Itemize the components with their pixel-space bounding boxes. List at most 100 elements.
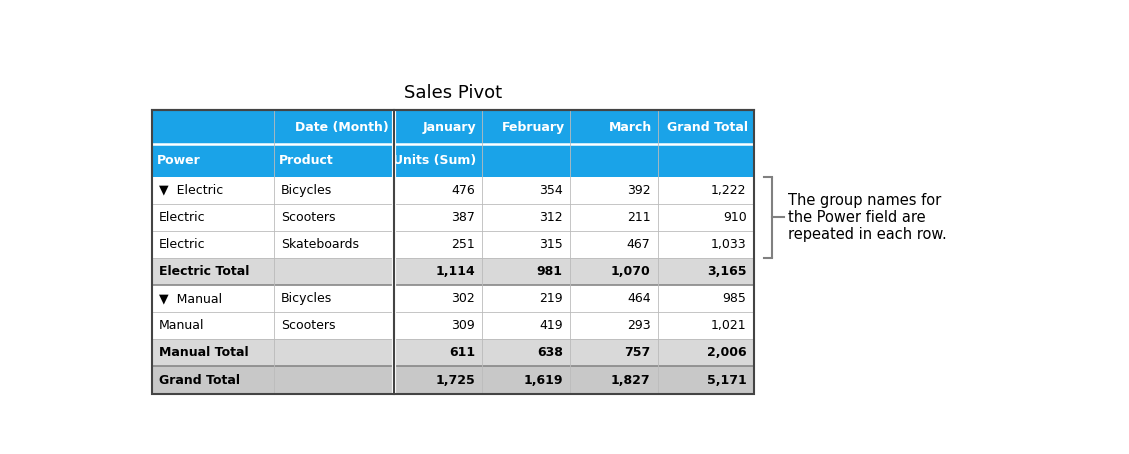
Bar bbox=[151, 285, 273, 312]
Bar bbox=[570, 312, 657, 340]
Bar bbox=[482, 177, 570, 204]
Bar bbox=[273, 366, 394, 394]
Bar bbox=[482, 143, 570, 177]
Text: Date (Month): Date (Month) bbox=[295, 120, 388, 133]
Bar bbox=[570, 366, 657, 394]
Bar bbox=[151, 110, 754, 394]
Text: 302: 302 bbox=[452, 292, 475, 305]
Bar bbox=[482, 204, 570, 231]
Text: Scooters: Scooters bbox=[281, 319, 335, 332]
Bar bbox=[570, 143, 657, 177]
Text: Power: Power bbox=[157, 154, 201, 167]
Bar bbox=[273, 231, 394, 258]
Bar bbox=[394, 285, 482, 312]
Bar bbox=[570, 110, 657, 143]
Text: Product: Product bbox=[279, 154, 334, 167]
Bar bbox=[273, 258, 394, 285]
Text: Grand Total: Grand Total bbox=[158, 374, 239, 386]
Text: Grand Total: Grand Total bbox=[667, 120, 749, 133]
Text: Skateboards: Skateboards bbox=[281, 238, 359, 251]
Bar bbox=[151, 340, 273, 366]
Text: February: February bbox=[501, 120, 564, 133]
Text: Electric: Electric bbox=[158, 238, 205, 251]
Bar bbox=[273, 143, 394, 177]
Bar bbox=[273, 285, 394, 312]
Bar bbox=[657, 110, 754, 143]
Text: 1,619: 1,619 bbox=[523, 374, 562, 386]
Bar bbox=[570, 177, 657, 204]
Text: 981: 981 bbox=[536, 265, 562, 278]
Bar bbox=[657, 366, 754, 394]
Text: 611: 611 bbox=[448, 346, 475, 360]
Text: 1,070: 1,070 bbox=[611, 265, 650, 278]
Text: January: January bbox=[423, 120, 476, 133]
Bar bbox=[657, 143, 754, 177]
Bar bbox=[482, 285, 570, 312]
Text: 315: 315 bbox=[539, 238, 562, 251]
Text: 638: 638 bbox=[537, 346, 562, 360]
Bar bbox=[657, 340, 754, 366]
Bar bbox=[273, 204, 394, 231]
Bar bbox=[482, 340, 570, 366]
Text: 211: 211 bbox=[627, 211, 650, 224]
Text: 467: 467 bbox=[627, 238, 650, 251]
Bar bbox=[151, 177, 273, 204]
Bar bbox=[151, 258, 273, 285]
Text: Electric: Electric bbox=[158, 211, 205, 224]
Bar bbox=[394, 204, 482, 231]
Bar bbox=[394, 258, 482, 285]
Text: 464: 464 bbox=[627, 292, 650, 305]
Bar bbox=[394, 366, 482, 394]
Text: 1,827: 1,827 bbox=[611, 374, 650, 386]
Text: 910: 910 bbox=[723, 211, 746, 224]
Text: 1,222: 1,222 bbox=[711, 184, 746, 197]
Bar bbox=[394, 110, 482, 143]
Bar bbox=[657, 177, 754, 204]
Bar bbox=[657, 285, 754, 312]
Bar bbox=[657, 204, 754, 231]
Bar bbox=[151, 204, 273, 231]
Bar bbox=[482, 366, 570, 394]
Text: 387: 387 bbox=[450, 211, 475, 224]
Text: 1,033: 1,033 bbox=[711, 238, 746, 251]
Bar bbox=[482, 110, 570, 143]
Bar bbox=[394, 231, 482, 258]
Text: Manual Total: Manual Total bbox=[158, 346, 248, 360]
Text: Bicycles: Bicycles bbox=[281, 184, 332, 197]
Text: 219: 219 bbox=[540, 292, 562, 305]
Bar bbox=[570, 258, 657, 285]
Text: Scooters: Scooters bbox=[281, 211, 335, 224]
Text: Bicycles: Bicycles bbox=[281, 292, 332, 305]
Text: ▼  Electric: ▼ Electric bbox=[158, 184, 222, 197]
Bar bbox=[273, 177, 394, 204]
Bar bbox=[273, 340, 394, 366]
Text: Manual: Manual bbox=[158, 319, 204, 332]
Text: 354: 354 bbox=[539, 184, 562, 197]
Text: 2,006: 2,006 bbox=[707, 346, 746, 360]
Bar bbox=[657, 258, 754, 285]
Bar bbox=[273, 110, 394, 143]
Bar bbox=[394, 143, 482, 177]
Text: 392: 392 bbox=[627, 184, 650, 197]
Text: 1,021: 1,021 bbox=[711, 319, 746, 332]
Bar bbox=[394, 177, 482, 204]
Text: 757: 757 bbox=[624, 346, 650, 360]
Text: 251: 251 bbox=[452, 238, 475, 251]
Text: 1,114: 1,114 bbox=[435, 265, 475, 278]
Bar bbox=[394, 340, 482, 366]
Text: The group names for
the Power field are
repeated in each row.: The group names for the Power field are … bbox=[788, 192, 946, 242]
Text: Sales Pivot: Sales Pivot bbox=[403, 84, 501, 102]
Text: 1,725: 1,725 bbox=[435, 374, 475, 386]
Bar bbox=[657, 312, 754, 340]
Bar bbox=[570, 340, 657, 366]
Bar bbox=[394, 312, 482, 340]
Bar bbox=[570, 204, 657, 231]
Text: 3,165: 3,165 bbox=[707, 265, 746, 278]
Text: 476: 476 bbox=[452, 184, 475, 197]
Text: March: March bbox=[610, 120, 653, 133]
Text: Units (Sum): Units (Sum) bbox=[393, 154, 476, 167]
Bar bbox=[273, 312, 394, 340]
Bar bbox=[151, 110, 273, 143]
Text: 309: 309 bbox=[452, 319, 475, 332]
Text: 985: 985 bbox=[723, 292, 746, 305]
